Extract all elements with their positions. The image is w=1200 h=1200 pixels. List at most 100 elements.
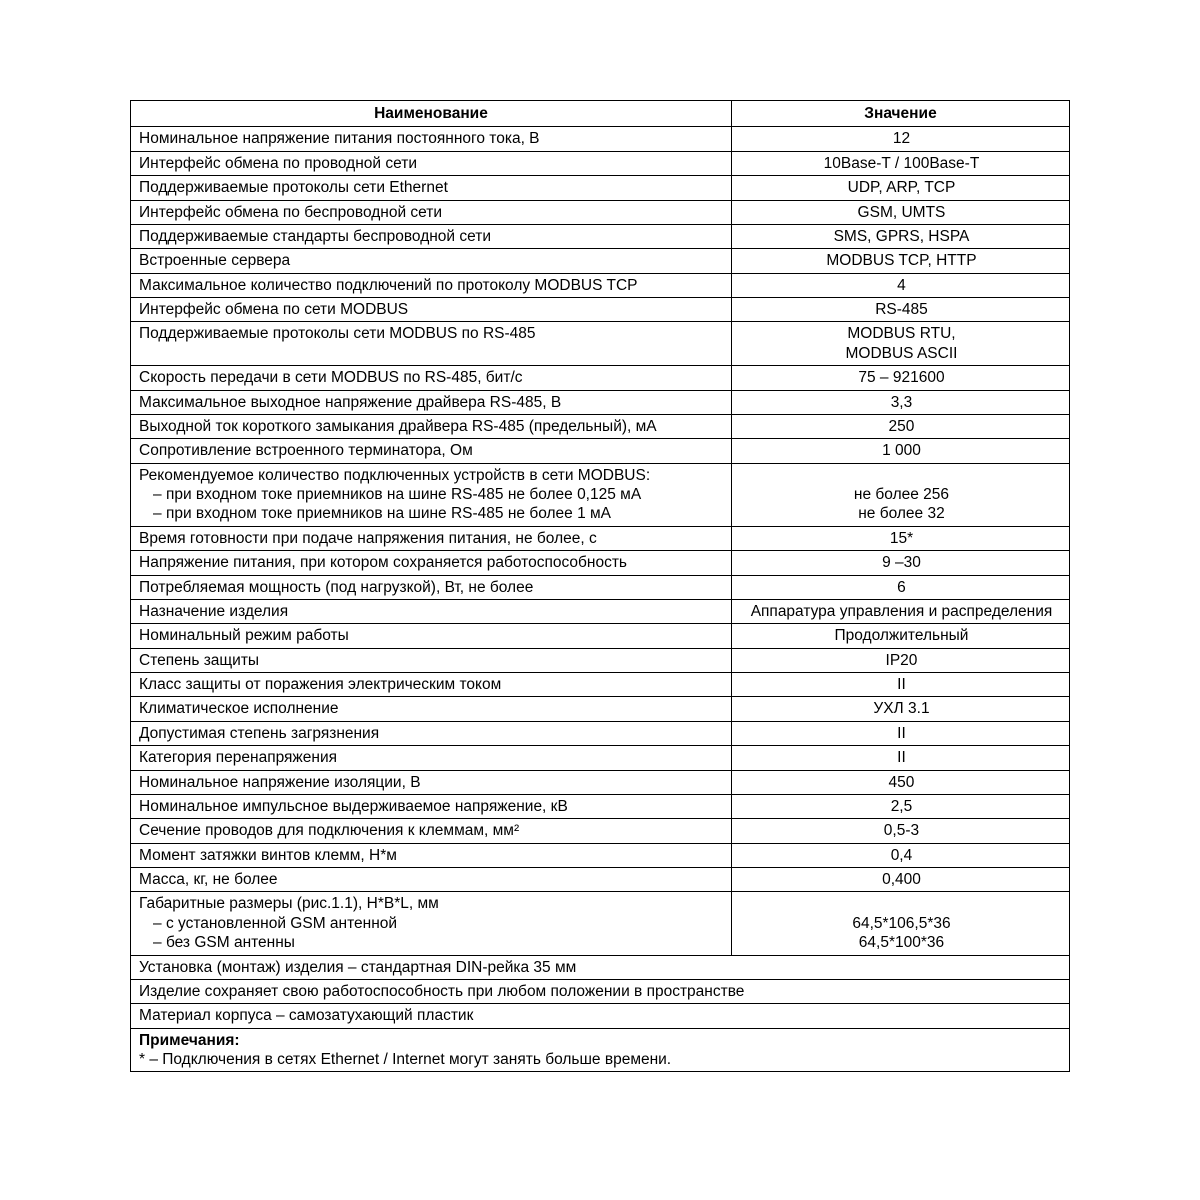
table-row: Поддерживаемые протоколы сети EthernetUD…	[131, 176, 1070, 200]
table-row: Сечение проводов для подключения к клемм…	[131, 819, 1070, 843]
param-name: Поддерживаемые протоколы сети Ethernet	[131, 176, 732, 200]
param-name: Рекомендуемое количество подключенных ус…	[131, 463, 732, 526]
table-row: Номинальное напряжение питания постоянно…	[131, 127, 1070, 151]
param-name: Допустимая степень загрязнения	[131, 721, 732, 745]
table-row: Номинальное напряжение изоляции, В450	[131, 770, 1070, 794]
param-value: II	[731, 721, 1069, 745]
param-name: Категория перенапряжения	[131, 746, 732, 770]
param-name: Момент затяжки винтов клемм, Н*м	[131, 843, 732, 867]
param-value: 250	[731, 414, 1069, 438]
table-row: Потребляемая мощность (под нагрузкой), В…	[131, 575, 1070, 599]
param-name: Скорость передачи в сети MODBUS по RS-48…	[131, 366, 732, 390]
param-value: 10Base-T / 100Base-T	[731, 151, 1069, 175]
param-name: Максимальное количество подключений по п…	[131, 273, 732, 297]
full-row-text: Материал корпуса – самозатухающий пласти…	[131, 1004, 1070, 1028]
table-row: Сопротивление встроенного терминатора, О…	[131, 439, 1070, 463]
table-row: Момент затяжки винтов клемм, Н*м0,4	[131, 843, 1070, 867]
param-value: GSM, UMTS	[731, 200, 1069, 224]
table-row: Выходной ток короткого замыкания драйвер…	[131, 414, 1070, 438]
table-row: Назначение изделияАппаратура управления …	[131, 599, 1070, 623]
table-row: Напряжение питания, при котором сохраняе…	[131, 551, 1070, 575]
table-row: Максимальное количество подключений по п…	[131, 273, 1070, 297]
table-row: Номинальное импульсное выдерживаемое нап…	[131, 794, 1070, 818]
param-value: SMS, GPRS, HSPA	[731, 224, 1069, 248]
table-row: Поддерживаемые протоколы сети MODBUS по …	[131, 322, 1070, 366]
param-value: Продолжительный	[731, 624, 1069, 648]
full-row-text: Изделие сохраняет свою работоспособность…	[131, 979, 1070, 1003]
full-row-text: Установка (монтаж) изделия – стандартная…	[131, 955, 1070, 979]
param-value: 2,5	[731, 794, 1069, 818]
param-value: UDP, ARP, TCP	[731, 176, 1069, 200]
param-name: Класс защиты от поражения электрическим …	[131, 673, 732, 697]
param-name: Время готовности при подаче напряжения п…	[131, 526, 732, 550]
param-name: Номинальный режим работы	[131, 624, 732, 648]
param-name: Поддерживаемые протоколы сети MODBUS по …	[131, 322, 732, 366]
param-name: Сопротивление встроенного терминатора, О…	[131, 439, 732, 463]
param-value: IP20	[731, 648, 1069, 672]
param-name: Номинальное импульсное выдерживаемое нап…	[131, 794, 732, 818]
table-row: Интерфейс обмена по проводной сети10Base…	[131, 151, 1070, 175]
table-row: Встроенные сервераMODBUS TCP, HTTP	[131, 249, 1070, 273]
param-name: Интерфейс обмена по проводной сети	[131, 151, 732, 175]
param-name: Сечение проводов для подключения к клемм…	[131, 819, 732, 843]
param-value: 0,400	[731, 868, 1069, 892]
param-value: 6	[731, 575, 1069, 599]
col-header-name: Наименование	[131, 101, 732, 127]
param-name: Номинальное напряжение питания постоянно…	[131, 127, 732, 151]
param-name: Интерфейс обмена по беспроводной сети	[131, 200, 732, 224]
table-row: Степень защитыIP20	[131, 648, 1070, 672]
param-value: 9 –30	[731, 551, 1069, 575]
param-value: 450	[731, 770, 1069, 794]
param-value: MODBUS RTU,MODBUS ASCII	[731, 322, 1069, 366]
table-row: Номинальный режим работыПродолжительный	[131, 624, 1070, 648]
param-value: MODBUS TCP, HTTP	[731, 249, 1069, 273]
table-row-full: Изделие сохраняет свою работоспособность…	[131, 979, 1070, 1003]
param-name: Потребляемая мощность (под нагрузкой), В…	[131, 575, 732, 599]
param-value: УХЛ 3.1	[731, 697, 1069, 721]
table-row-notes: Примечания: * – Подключения в сетях Ether…	[131, 1028, 1070, 1072]
notes-cell: Примечания: * – Подключения в сетях Ether…	[131, 1028, 1070, 1072]
notes-title: Примечания:	[139, 1032, 240, 1049]
param-name: Напряжение питания, при котором сохраняе…	[131, 551, 732, 575]
table-row: Поддерживаемые стандарты беспроводной се…	[131, 224, 1070, 248]
param-value: 12	[731, 127, 1069, 151]
param-value: 64,5*106,5*3664,5*100*36	[731, 892, 1069, 955]
table-row: Категория перенапряженияII	[131, 746, 1070, 770]
param-value: 1 000	[731, 439, 1069, 463]
table-row-full: Установка (монтаж) изделия – стандартная…	[131, 955, 1070, 979]
param-value: RS-485	[731, 298, 1069, 322]
param-name: Габаритные размеры (рис.1.1), H*B*L, ммс…	[131, 892, 732, 955]
table-row: Максимальное выходное напряжение драйвер…	[131, 390, 1070, 414]
param-name: Поддерживаемые стандарты беспроводной се…	[131, 224, 732, 248]
table-header-row: Наименование Значение	[131, 101, 1070, 127]
param-value: 0,4	[731, 843, 1069, 867]
param-name: Масса, кг, не более	[131, 868, 732, 892]
param-name: Выходной ток короткого замыкания драйвер…	[131, 414, 732, 438]
param-name: Интерфейс обмена по сети MODBUS	[131, 298, 732, 322]
param-value: II	[731, 673, 1069, 697]
table-row: Допустимая степень загрязненияII	[131, 721, 1070, 745]
spec-table: Наименование Значение Номинальное напряж…	[130, 100, 1070, 1072]
param-value: II	[731, 746, 1069, 770]
col-header-value: Значение	[731, 101, 1069, 127]
table-row: Время готовности при подаче напряжения п…	[131, 526, 1070, 550]
param-name: Максимальное выходное напряжение драйвер…	[131, 390, 732, 414]
table-row: Габаритные размеры (рис.1.1), H*B*L, ммс…	[131, 892, 1070, 955]
table-row: Климатическое исполнениеУХЛ 3.1	[131, 697, 1070, 721]
notes-body: * – Подключения в сетях Ethernet / Inter…	[139, 1051, 671, 1068]
param-name: Назначение изделия	[131, 599, 732, 623]
table-row: Скорость передачи в сети MODBUS по RS-48…	[131, 366, 1070, 390]
param-value: не более 256не более 32	[731, 463, 1069, 526]
param-value: 75 – 921600	[731, 366, 1069, 390]
param-value: 0,5-3	[731, 819, 1069, 843]
param-name: Встроенные сервера	[131, 249, 732, 273]
param-value: Аппаратура управления и распределения	[731, 599, 1069, 623]
table-row: Масса, кг, не более0,400	[131, 868, 1070, 892]
param-name: Климатическое исполнение	[131, 697, 732, 721]
table-row: Рекомендуемое количество подключенных ус…	[131, 463, 1070, 526]
param-value: 3,3	[731, 390, 1069, 414]
param-name: Номинальное напряжение изоляции, В	[131, 770, 732, 794]
table-row: Интерфейс обмена по беспроводной сетиGSM…	[131, 200, 1070, 224]
param-name: Степень защиты	[131, 648, 732, 672]
table-row: Класс защиты от поражения электрическим …	[131, 673, 1070, 697]
